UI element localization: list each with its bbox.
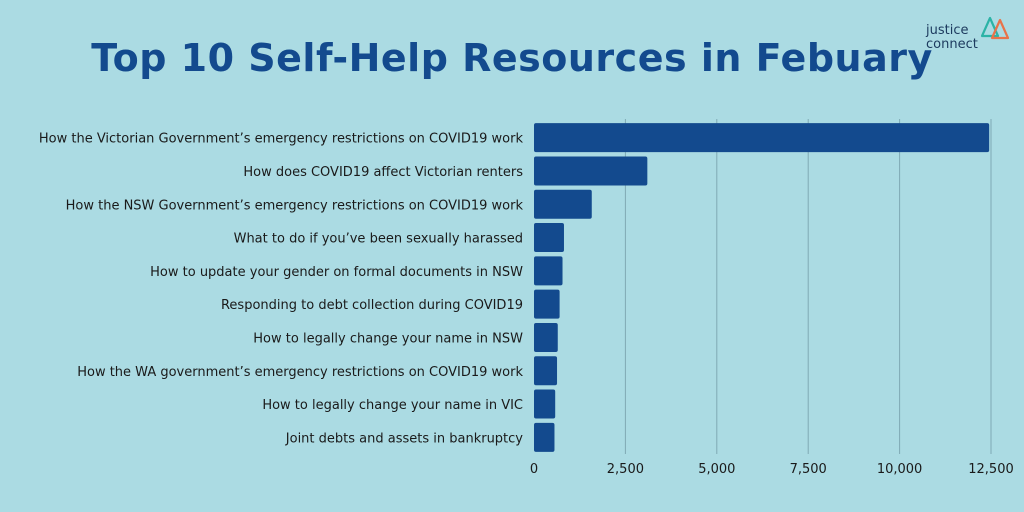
category-label-9: Joint debts and assets in bankruptcy — [285, 431, 524, 446]
category-label-5: Responding to debt collection during COV… — [221, 298, 523, 313]
bar-4 — [534, 256, 563, 286]
category-label-4: How to update your gender on formal docu… — [150, 265, 523, 280]
bar-7 — [534, 356, 558, 386]
justice-connect-logo[interactable]: justice connect — [926, 14, 1016, 54]
bar-6 — [534, 322, 558, 352]
category-label-8: How to legally change your name in VIC — [262, 398, 523, 413]
x-tick-label-0: 0 — [530, 462, 538, 477]
bar-1 — [534, 156, 648, 186]
bar-9 — [534, 422, 555, 452]
bar-5 — [534, 289, 560, 319]
x-tick-label-1: 2,500 — [607, 462, 644, 477]
bar-0 — [534, 123, 990, 153]
x-tick-label-5: 12,500 — [968, 462, 1014, 477]
logo-triangles-icon — [980, 16, 1010, 40]
x-tick-label-4: 10,000 — [877, 462, 923, 477]
category-label-2: How the NSW Government’s emergency restr… — [66, 198, 524, 213]
bar-3 — [534, 223, 564, 253]
bar-2 — [534, 189, 592, 219]
category-label-7: How the WA government’s emergency restri… — [77, 365, 523, 380]
category-label-1: How does COVID19 affect Victorian renter… — [243, 165, 523, 180]
logo-text-line1: justice — [926, 23, 969, 38]
x-tick-label-3: 7,500 — [790, 462, 827, 477]
logo-text-line2: connect — [926, 37, 978, 52]
category-label-0: How the Victorian Government’s emergency… — [39, 132, 524, 147]
bar-8 — [534, 389, 556, 419]
chart-title: Top 10 Self-Help Resources in Febuary — [91, 36, 933, 80]
category-label-6: How to legally change your name in NSW — [253, 331, 523, 346]
x-tick-label-2: 5,000 — [698, 462, 735, 477]
category-label-3: What to do if you’ve been sexually haras… — [234, 232, 523, 247]
